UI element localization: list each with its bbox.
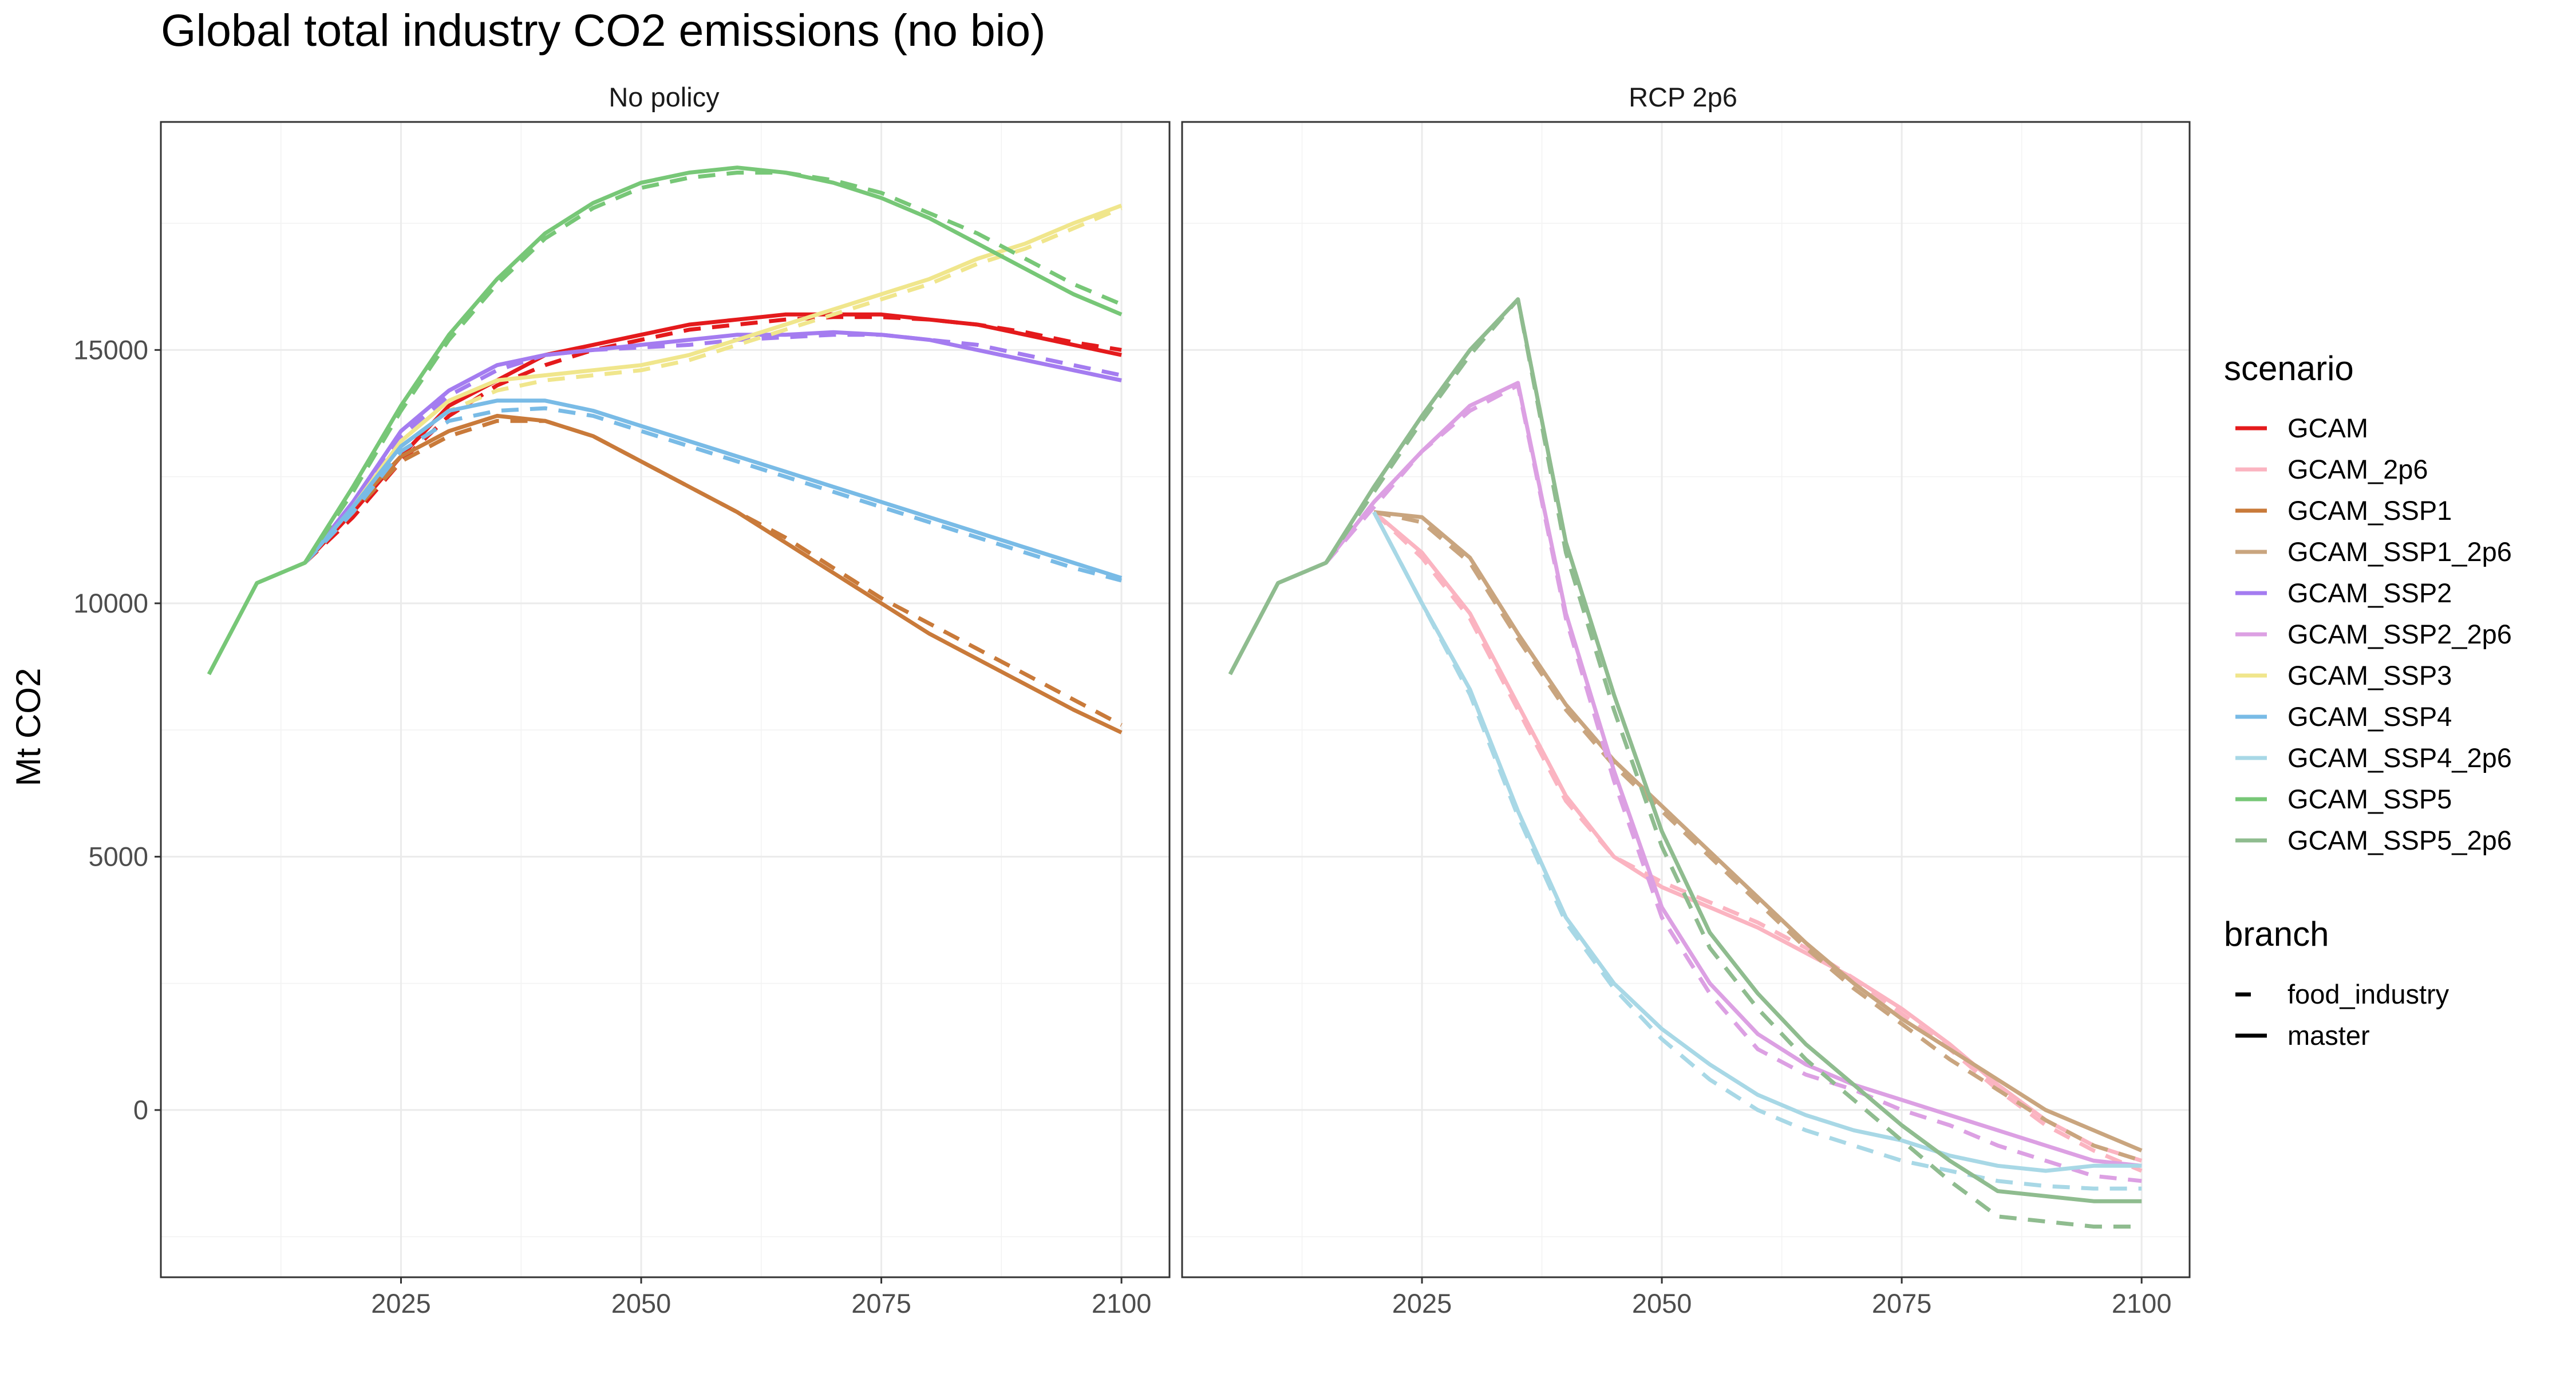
y-tick-label: 0: [133, 1095, 148, 1125]
series-line-gcam-ssp5-2p6-master: [1228, 297, 2142, 1203]
legend-label-gcam-ssp5: GCAM_SSP5: [2287, 784, 2452, 814]
y-tick-label: 5000: [88, 841, 148, 871]
series-line-gcam-2p6-master: [1372, 510, 2143, 1163]
panel-background: [161, 122, 1170, 1277]
legend-scenario-title: scenario: [2224, 349, 2354, 388]
series-line-gcam-ssp4-2p6-food-industry: [1372, 511, 2142, 1191]
x-tick-label: 2075: [851, 1288, 911, 1318]
legend-label-master: master: [2287, 1020, 2370, 1051]
series-line-gcam-ssp1-master: [303, 413, 1123, 735]
chart-title: Global total industry CO2 emissions (no …: [161, 5, 1046, 56]
legend-label-gcam-ssp1: GCAM_SSP1: [2287, 495, 2452, 526]
series-line-gcam-food-industry: [303, 315, 1122, 564]
legend-label-gcam-ssp3: GCAM_SSP3: [2287, 660, 2452, 690]
series-line-gcam-ssp1-2p6-food-industry: [1373, 510, 2143, 1163]
panel-border: [160, 121, 1171, 1278]
legend-label-gcam-ssp5-2p6: GCAM_SSP5_2p6: [2287, 825, 2512, 855]
y-axis-title: Mt CO2: [9, 668, 48, 787]
legend-label-gcam-ssp1-2p6: GCAM_SSP1_2p6: [2287, 536, 2512, 567]
legend-label-gcam-ssp4: GCAM_SSP4: [2287, 701, 2452, 732]
series-line-gcam-ssp2-food-industry: [303, 333, 1122, 564]
series-line-gcam-ssp4-master: [303, 398, 1123, 580]
series-line-gcam-ssp2-master: [303, 330, 1122, 564]
x-tick-label: 2050: [1632, 1288, 1692, 1318]
legend-label-food-industry: food_industry: [2287, 979, 2449, 1009]
x-tick-label: 2075: [1872, 1288, 1932, 1318]
series-line-gcam-ssp5-master: [207, 165, 1123, 676]
y-tick-label: 10000: [73, 588, 148, 618]
series-line-gcam-ssp1-2p6-master: [1373, 510, 2143, 1152]
x-tick-label: 2100: [1092, 1288, 1152, 1318]
x-tick-label: 2050: [611, 1288, 671, 1318]
panel-no-policy: [160, 121, 1171, 1278]
legend-label-gcam-2p6: GCAM_2p6: [2287, 454, 2428, 484]
series-group: [207, 165, 1123, 735]
series-line-gcam-2p6-food-industry: [1372, 510, 2143, 1173]
x-tick-label: 2100: [2112, 1288, 2172, 1318]
legend-scenarios: GCAM GCAM_2p6 GCAM_SSP1 GCAM_SSP1_2p6 GCAM_S…: [2235, 413, 2512, 855]
panel-border: [1181, 121, 2191, 1278]
series-line-gcam-ssp1-food-industry: [303, 418, 1123, 727]
series-line-gcam-ssp5-food-industry: [303, 171, 1123, 564]
series-line-gcam-ssp2-2p6-master: [1324, 381, 2142, 1168]
x-tick-label: 2025: [371, 1288, 431, 1318]
y-axis: 0 5000 10000 15000: [73, 334, 161, 1125]
legend-branch-title: branch: [2224, 915, 2329, 953]
legend-label-gcam: GCAM: [2287, 413, 2368, 443]
x-tick-label: 2025: [1392, 1288, 1452, 1318]
panel-rcp-2p6: [1181, 121, 2191, 1278]
legend-label-gcam-ssp2: GCAM_SSP2: [2287, 578, 2452, 608]
panel-label-rcp-2p6: RCP 2p6: [1629, 82, 1737, 112]
series-line-gcam-ssp2-2p6-food-industry: [1324, 383, 2142, 1183]
x-axis: 2025 2050 2075 2100 2025 2050 2075 2100: [371, 1277, 2171, 1318]
legend: scenario GCAM GCAM_2p6 GCAM_SSP1 GCAM_SSP1_…: [2224, 349, 2512, 1051]
series-line-gcam-ssp3-master: [303, 203, 1123, 564]
panel-label-no-policy: No policy: [609, 82, 720, 112]
series-group: [1228, 297, 2143, 1229]
legend-label-gcam-ssp2-2p6: GCAM_SSP2_2p6: [2287, 619, 2512, 649]
series-line-gcam-ssp5-2p6-food-industry: [1324, 297, 2142, 1229]
legend-label-gcam-ssp4-2p6: GCAM_SSP4_2p6: [2287, 743, 2512, 773]
y-tick-label: 15000: [73, 334, 148, 365]
